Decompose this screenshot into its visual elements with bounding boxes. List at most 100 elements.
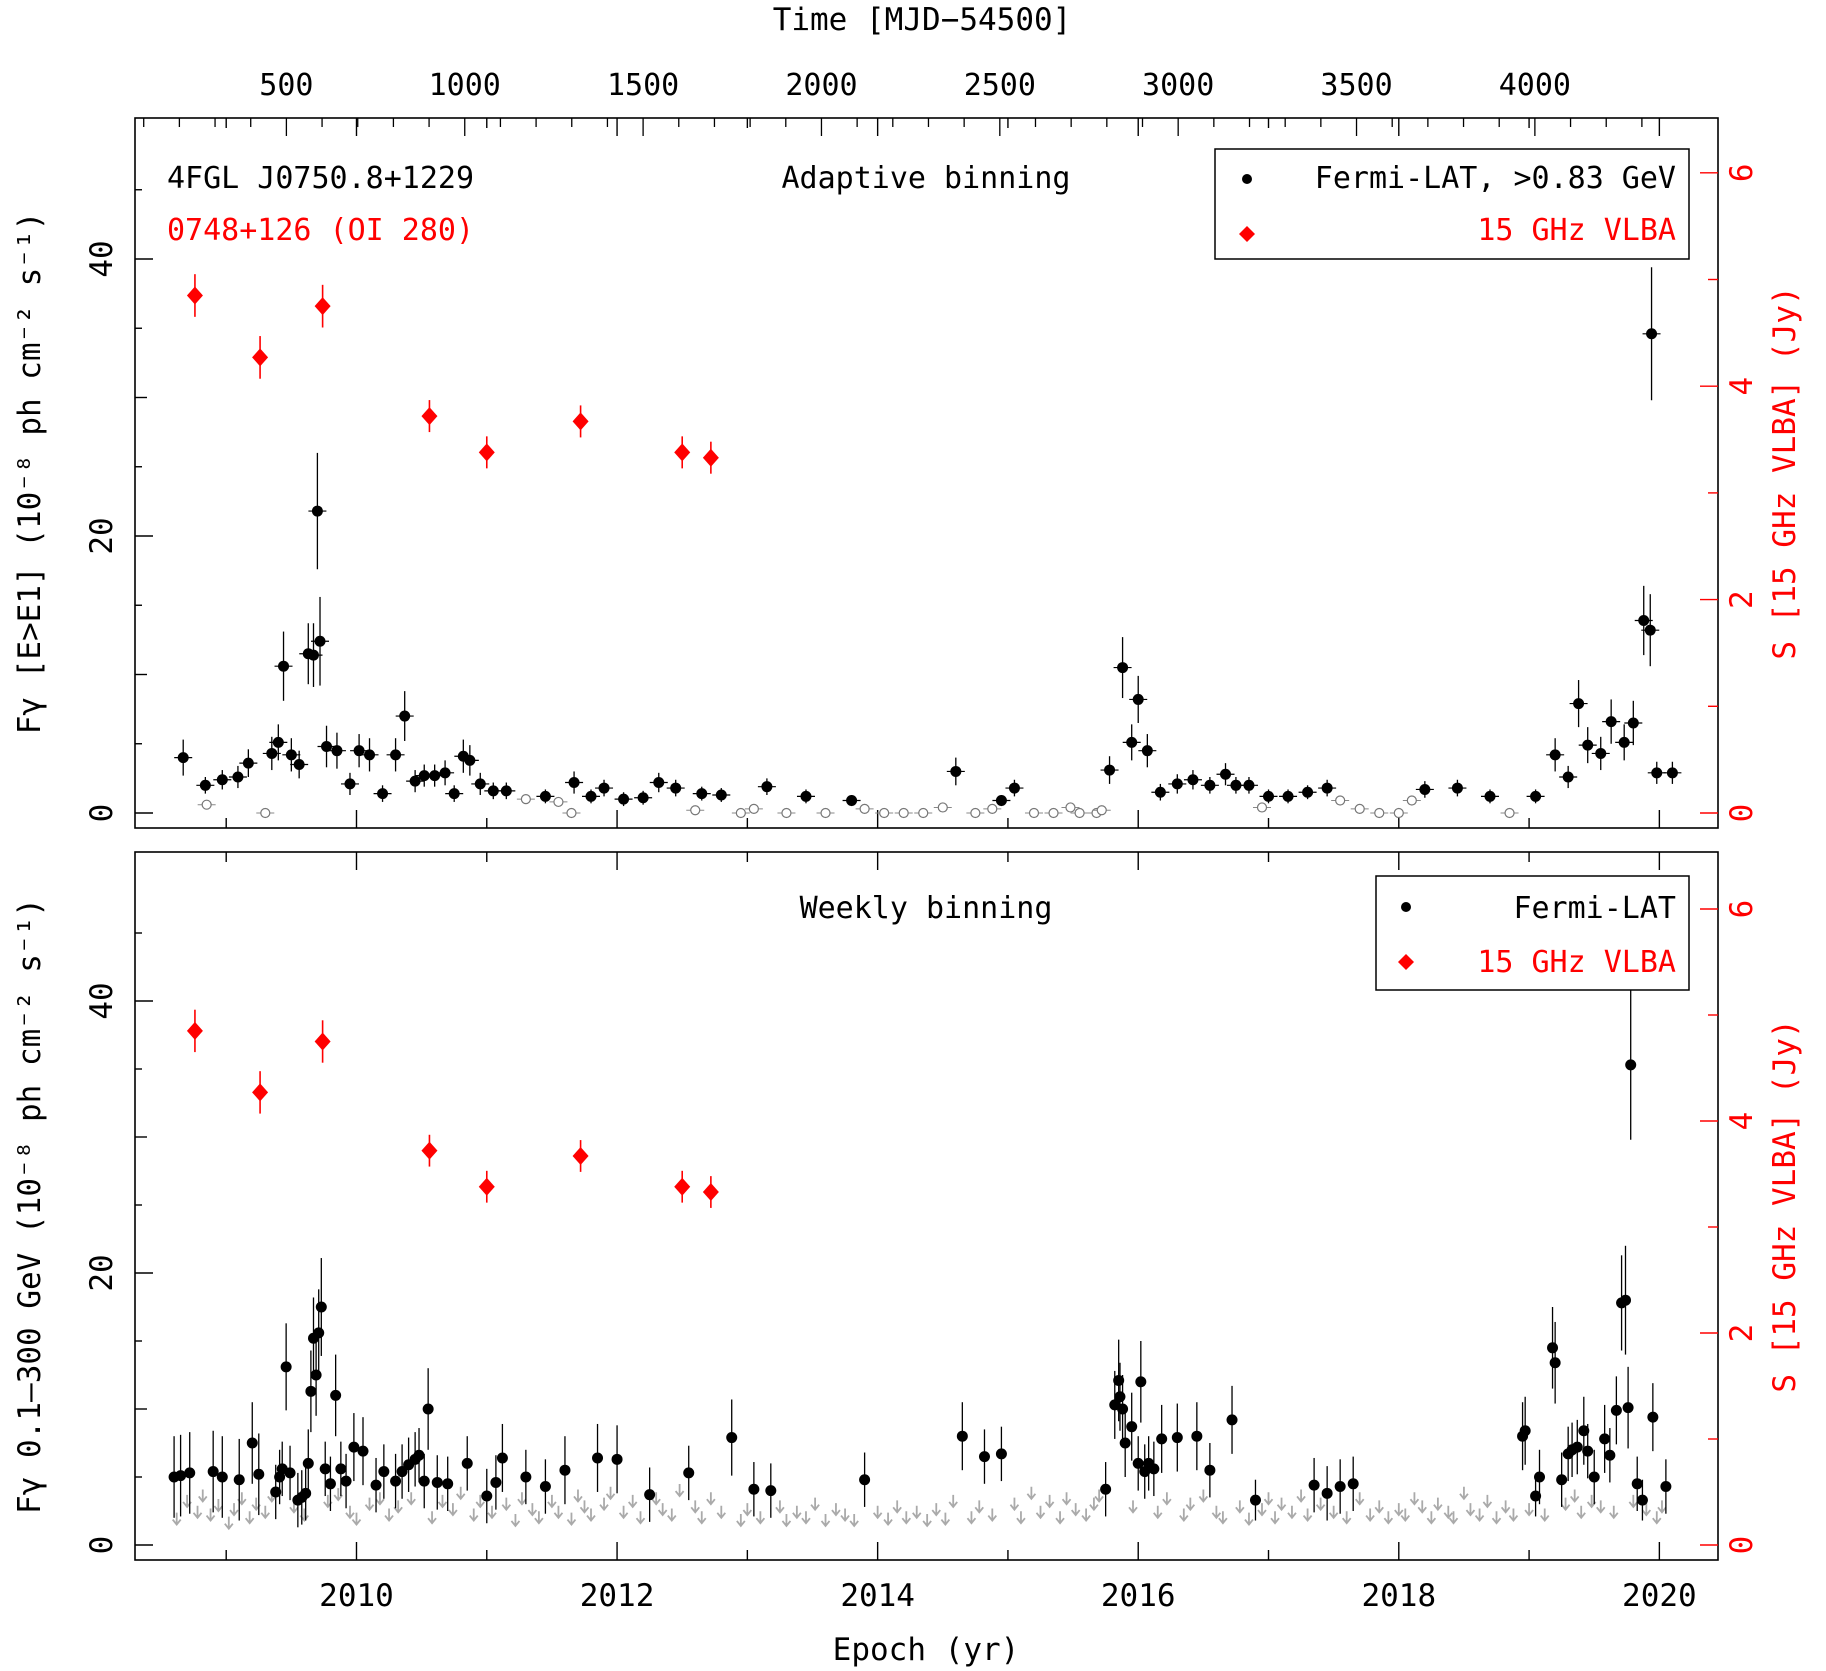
fermi-point: [357, 1445, 369, 1457]
upper-limit: [1355, 1492, 1365, 1506]
fermi-point: [216, 774, 228, 786]
upper-limit: [901, 1511, 912, 1525]
upper-limit: [1443, 1505, 1454, 1520]
legend-fermi-marker: [1242, 174, 1252, 184]
fermi-point: [1530, 1490, 1542, 1502]
fermi-point: [1008, 782, 1020, 794]
upper-limit: [1061, 1492, 1072, 1506]
upper-limit: [517, 1492, 527, 1506]
fermi-point: [1139, 1466, 1151, 1478]
upper-limit: [1048, 807, 1059, 819]
top-tick-label: 500: [259, 68, 313, 103]
fermi-point: [442, 1478, 454, 1490]
fermi-point: [242, 757, 254, 769]
upper-limit: [872, 1505, 883, 1520]
top-axis: 500 1000 1500 2000 2500 3000 3500 4000: [259, 68, 1571, 103]
y-right-axis-label: S [15 GHz VLBA] (Jy): [1767, 286, 1803, 659]
fermi-point: [1419, 783, 1431, 795]
vlba-point: [478, 443, 495, 462]
fermi-point: [331, 745, 343, 757]
fermi-point: [307, 649, 319, 661]
plot-frame: [134, 117, 1719, 829]
upper-limit: [1576, 1505, 1586, 1520]
fermi-point: [1230, 779, 1242, 791]
upper-limit: [375, 1492, 385, 1506]
upper-limit: [1459, 1486, 1469, 1501]
fermi-point: [1156, 1433, 1168, 1445]
plot-frame: [134, 851, 1719, 1561]
fermi-point: [1114, 1391, 1126, 1403]
fermi-point: [1582, 739, 1594, 751]
fermi-point: [1171, 1432, 1183, 1444]
fermi-point: [1571, 1441, 1583, 1453]
fermi-point: [418, 770, 430, 782]
fermi-point: [464, 754, 476, 766]
upper-limit: [1394, 1503, 1404, 1517]
upper-limit: [171, 1512, 182, 1527]
upper-limit: [198, 1489, 208, 1503]
fermi-point: [585, 790, 597, 802]
upper-limit: [1287, 1505, 1297, 1520]
vlba-point: [421, 407, 438, 426]
source-name: 4FGL J0750.8+1229: [167, 161, 474, 196]
upper-limit: [831, 1503, 841, 1517]
fermi-point: [1100, 1483, 1112, 1495]
upper-limit: [1185, 1497, 1196, 1512]
upper-limit: [1560, 1497, 1571, 1512]
fermi-point: [1187, 774, 1199, 786]
upper-limit: [820, 1513, 831, 1528]
upper-limit: [922, 1513, 932, 1528]
fermi-point: [1171, 778, 1183, 790]
fermi-point: [177, 752, 189, 764]
upper-limit: [912, 1505, 922, 1520]
fermi-point: [726, 1432, 738, 1444]
upper-limit: [1153, 1505, 1163, 1520]
fermi-point: [266, 747, 278, 759]
upper-limit: [1365, 1508, 1375, 1522]
upper-limit: [1393, 807, 1404, 819]
fermi-point: [1605, 716, 1617, 728]
x-tick-label: 2010: [319, 1578, 394, 1614]
upper-limit: [667, 1508, 677, 1522]
upper-limit: [781, 807, 792, 819]
vlba-point: [421, 1141, 438, 1160]
top-axis-label: Time [MJD−54500]: [773, 2, 1072, 38]
upper-limit: [501, 1497, 512, 1512]
fermi-point: [995, 795, 1007, 807]
upper-limit: [1198, 1489, 1209, 1503]
x-tick-label: 2014: [840, 1578, 915, 1614]
upper-limit: [1596, 1500, 1606, 1514]
fermi-point: [520, 1471, 532, 1483]
upper-limit: [1055, 1511, 1065, 1525]
upper-limit: [260, 807, 271, 819]
fermi-point: [1347, 1478, 1359, 1490]
upper-limit: [1474, 1508, 1485, 1522]
fermi-point: [1549, 1357, 1561, 1369]
upper-limit: [1524, 1503, 1534, 1517]
upper-limit: [205, 1508, 216, 1522]
fermi-point: [490, 1476, 502, 1488]
upper-limit: [792, 1505, 802, 1520]
vlba-point: [702, 1183, 719, 1202]
upper-limit: [351, 1512, 362, 1527]
legend-vlba-marker: [1398, 954, 1414, 970]
fermi-point: [199, 779, 211, 791]
y-right-tick-label: 2: [1724, 1324, 1760, 1343]
upper-limit: [1179, 1508, 1189, 1522]
fermi-point: [233, 1474, 245, 1486]
fermi-point: [1610, 1404, 1622, 1416]
upper-limit: [333, 1488, 343, 1502]
upper-limit: [573, 1489, 583, 1503]
upper-limit: [427, 1511, 437, 1525]
fermi-point: [859, 1474, 871, 1486]
y-right-tick-label: 0: [1724, 1536, 1760, 1555]
fermi-point: [1204, 779, 1216, 791]
upper-limit: [940, 1512, 951, 1527]
fermi-point: [748, 1483, 760, 1495]
upper-limit: [1652, 1511, 1662, 1525]
y-right-tick-label: 4: [1724, 377, 1760, 396]
fermi-point: [429, 770, 441, 782]
fermi-point: [330, 1389, 342, 1401]
fermi-point: [378, 1466, 390, 1478]
fermi-point: [353, 745, 365, 757]
